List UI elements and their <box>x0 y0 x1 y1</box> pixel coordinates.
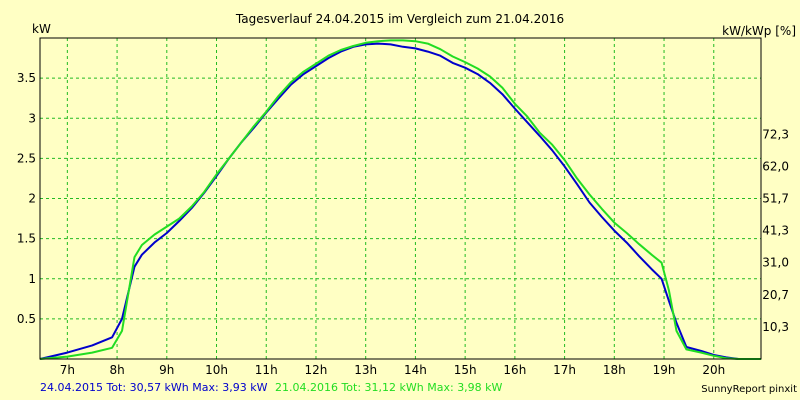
series-group <box>39 39 761 360</box>
footer-credit: SunnyReport pinxit <box>701 384 797 395</box>
x-tick-label-8: 15h <box>454 363 477 377</box>
x-tick-label-5: 12h <box>305 363 328 377</box>
x-tick-label-4: 11h <box>255 363 278 377</box>
x-tick-label-10: 17h <box>553 363 576 377</box>
y-right-tick-label-5: 62,0 <box>762 159 789 173</box>
series-line-2 <box>39 39 761 360</box>
x-tick-label-11: 18h <box>603 363 626 377</box>
plot-frame <box>39 37 762 360</box>
y-left-tick-label-4: 2.5 <box>17 151 36 165</box>
y-right-tick-label-0: 10,3 <box>762 320 789 334</box>
y-axis-right-ticks: 10,3 20,7 31,0 41,3 51,7 62,0 72,3 <box>762 127 789 334</box>
y-right-tick-label-4: 51,7 <box>762 192 789 206</box>
y-left-tick-label-0: 0.5 <box>17 312 36 326</box>
x-tick-label-1: 8h <box>109 363 124 377</box>
y-left-tick-label-2: 1.5 <box>17 232 36 246</box>
y-right-tick-label-1: 20,7 <box>762 288 789 302</box>
x-tick-label-7: 14h <box>404 363 427 377</box>
x-tick-label-12: 19h <box>653 363 676 377</box>
y-left-tick-label-6: 3.5 <box>17 71 36 85</box>
x-axis-ticks: 7h 8h 9h 10h 11h 12h 13h 14h 15h 16h 17h 18h 19h 20h <box>60 363 725 377</box>
x-tick-label-3: 10h <box>205 363 228 377</box>
legend: 24.04.2015 Tot: 30,57 kWh Max: 3,93 kW 2… <box>40 381 503 394</box>
y-left-tick-label-3: 2 <box>28 192 36 206</box>
y-right-tick-label-3: 41,3 <box>762 224 789 238</box>
y-axis-right-label: kW/kWp [%] <box>722 24 796 38</box>
x-tick-label-9: 16h <box>503 363 526 377</box>
y-left-tick-label-5: 3 <box>28 111 36 125</box>
series-line-1 <box>39 42 761 360</box>
legend-series-2: 21.04.2016 Tot: 31,12 kWh Max: 3,98 kW <box>275 381 503 394</box>
legend-series-1: 24.04.2015 Tot: 30,57 kWh Max: 3,93 kW <box>40 381 268 394</box>
y-right-tick-label-6: 72,3 <box>762 127 789 141</box>
chart-title: Tagesverlauf 24.04.2015 im Vergleich zum… <box>235 12 564 26</box>
y-right-tick-label-2: 31,0 <box>762 256 789 270</box>
y-left-tick-label-1: 1 <box>28 272 36 286</box>
y-axis-left-ticks: 0.5 1 1.5 2 2.5 3 3.5 <box>17 71 36 326</box>
x-tick-label-2: 9h <box>159 363 174 377</box>
x-tick-label-13: 20h <box>702 363 725 377</box>
x-tick-label-0: 7h <box>60 363 75 377</box>
y-axis-left-label: kW <box>32 22 51 36</box>
x-tick-label-6: 13h <box>354 363 377 377</box>
